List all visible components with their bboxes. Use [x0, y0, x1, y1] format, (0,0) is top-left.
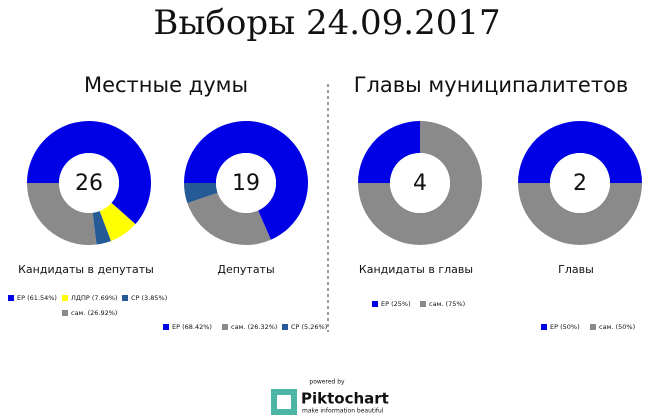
- legend-swatch: [8, 295, 14, 301]
- legend-swatch: [420, 301, 426, 307]
- donut-segment: [518, 121, 642, 183]
- donut-segment: [184, 183, 218, 204]
- section-heading: Главы муниципалитетов: [354, 73, 629, 97]
- donut-hole: [390, 153, 450, 213]
- legend-swatch: [163, 324, 169, 330]
- title: Выборы 24.09.2017: [153, 3, 500, 43]
- legend-label: сам. (26.32%): [231, 323, 277, 331]
- legend-swatch: [62, 310, 68, 316]
- caption: Кандидаты в главы: [359, 263, 473, 276]
- donut-segment: [27, 183, 97, 245]
- legend-label: ЕР (50%): [550, 323, 580, 331]
- donut-segment: [27, 121, 151, 225]
- powered-by: powered by: [309, 379, 345, 386]
- legend-label: ЕР (61.54%): [17, 294, 57, 302]
- center-label: 2: [573, 171, 587, 196]
- legend-label: сам. (26.92%): [71, 309, 117, 317]
- donut-segment: [358, 121, 482, 245]
- legend-swatch: [62, 295, 68, 301]
- donut-hole: [59, 153, 119, 213]
- tagline: make information beautiful: [302, 408, 384, 415]
- logo-icon-inner: [277, 395, 291, 409]
- caption: Депутаты: [217, 263, 274, 276]
- section-heading: Местные думы: [84, 73, 248, 97]
- footer-logo: [271, 389, 297, 415]
- legend-swatch: [590, 324, 596, 330]
- center-label: 4: [413, 171, 427, 196]
- legend-label: СР (3.85%): [131, 294, 167, 302]
- donut-segment: [92, 211, 111, 245]
- donut-hole: [216, 153, 276, 213]
- legend-swatch: [541, 324, 547, 330]
- donut-segment: [358, 121, 420, 183]
- legend-label: сам. (50%): [599, 323, 635, 331]
- legend-swatch: [372, 301, 378, 307]
- caption: Кандидаты в депутаты: [18, 263, 154, 276]
- center-label: 26: [75, 171, 103, 196]
- donut-segment: [187, 192, 271, 245]
- legend-label: ЕР (25%): [381, 300, 411, 308]
- legend-label: ЕР (68.42%): [172, 323, 212, 331]
- donut-hole: [550, 153, 610, 213]
- donut-segment: [518, 183, 642, 245]
- brand: Piktochart: [301, 390, 389, 408]
- legend-label: СР (5.26%): [291, 323, 327, 331]
- legend-label: ЛДПР (7.69%): [71, 294, 118, 302]
- donut-segment: [99, 202, 136, 241]
- center-label: 19: [232, 171, 260, 196]
- legend-swatch: [282, 324, 288, 330]
- caption: Главы: [558, 263, 594, 276]
- donut-segment: [184, 121, 309, 240]
- legend-swatch: [122, 295, 128, 301]
- legend-label: сам. (75%): [429, 300, 465, 308]
- legend-swatch: [222, 324, 228, 330]
